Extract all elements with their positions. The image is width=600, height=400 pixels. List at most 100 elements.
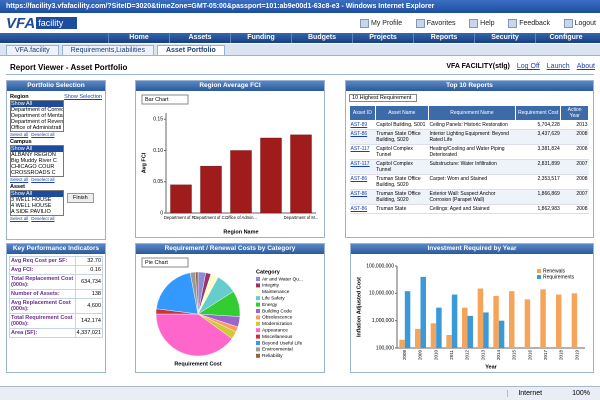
list-item[interactable]: Big Muddy River C xyxy=(11,158,57,164)
header-link[interactable]: My Profile xyxy=(360,18,403,28)
x-axis-title: Requirement Cost xyxy=(174,361,222,367)
nav-item[interactable]: Assets xyxy=(169,33,230,43)
report-cell: AST-86 xyxy=(349,204,376,214)
legend-label: Energy xyxy=(262,302,278,308)
report-row: AST-86 Truman State Office Building, S020… xyxy=(349,189,589,205)
y-tick-label: 0.05 xyxy=(153,179,163,185)
tab[interactable]: Requirements,Liabilities xyxy=(61,45,154,55)
list-item[interactable]: Show All xyxy=(11,146,63,152)
x-tick-label: Department of C... xyxy=(194,215,228,220)
report-cell: AST-86 xyxy=(349,129,376,145)
report-link[interactable]: Log Off xyxy=(516,63,540,70)
legend-swatch xyxy=(256,353,260,358)
list-box: Show All 3 WELL HOUSE 4 WELL HOUSE A SIDE P… xyxy=(10,190,64,216)
kpi-row: Avg Replacement Cost (000s): 4,600 xyxy=(9,298,104,314)
finish-button[interactable]: Finish xyxy=(67,193,94,203)
list-item[interactable]: A SIDE PAVILIO xyxy=(11,209,51,215)
nav-item[interactable]: Configure xyxy=(535,33,596,43)
report-cell: Interior Lighting Equipment: Beyond Rate… xyxy=(428,129,516,145)
link-text[interactable]: My Profile xyxy=(371,19,403,27)
tab[interactable]: Asset Portfolio xyxy=(156,45,225,55)
pie-slice xyxy=(195,271,199,315)
y-tick-label: 1,000,000 xyxy=(372,318,394,324)
select-links: Select all Deselect all xyxy=(10,132,102,137)
bar xyxy=(170,184,192,214)
select-all[interactable]: Select all xyxy=(10,216,29,221)
link-text[interactable]: Feedback xyxy=(519,19,550,27)
select-all[interactable]: Select all xyxy=(10,177,29,182)
top10-dropdown[interactable]: 10 Highest Requirement xyxy=(349,94,417,102)
legend-label: Life Safety xyxy=(262,295,285,301)
deselect-all[interactable]: Deselect all xyxy=(31,216,55,221)
bar xyxy=(446,334,452,348)
list-item[interactable]: CHICAGO COUR xyxy=(11,164,55,170)
status-zone: Internet xyxy=(507,390,542,397)
report-link[interactable]: Launch xyxy=(546,63,570,70)
asset-link[interactable]: AST-86 xyxy=(350,131,368,137)
legend-swatch xyxy=(256,341,260,345)
nav-item[interactable]: Home xyxy=(108,33,169,43)
link-text[interactable]: Logout xyxy=(574,19,596,27)
header-link[interactable]: Feedback xyxy=(508,18,550,28)
list-item[interactable]: Show All xyxy=(11,191,63,197)
list-row: Show All ALBANY REGION Big Muddy River C CH… xyxy=(10,145,102,177)
list-item[interactable]: Show All xyxy=(11,101,63,107)
tab[interactable]: VFA.facility xyxy=(6,45,59,55)
kpi-row: Total Replacement Cost (000s): 634,734 xyxy=(9,274,104,290)
report-cell: Capitol Complex Tunnel xyxy=(375,144,429,160)
portfolio-panel: Portfolio Selection Region Show Selection S… xyxy=(6,80,106,240)
kpi-label: Number of Assets: xyxy=(9,289,76,299)
status-zoom[interactable]: 100% xyxy=(572,390,590,397)
list-item[interactable]: Office of Administrati xyxy=(11,125,62,131)
asset-link[interactable]: AST-117 xyxy=(350,146,370,152)
asset-link[interactable]: AST-86 xyxy=(350,191,368,197)
report-cell: AST-117 xyxy=(349,144,376,160)
header-link[interactable]: Help xyxy=(469,18,495,28)
header-link[interactable]: Logout xyxy=(563,18,596,28)
list-item[interactable]: CROSSROADS C xyxy=(11,170,56,176)
link-text[interactable]: Help xyxy=(480,19,495,27)
list-item[interactable]: 3 WELL HOUSE xyxy=(11,197,52,203)
link-icon xyxy=(415,18,425,28)
link-text[interactable]: Favorites xyxy=(426,19,456,27)
deselect-all[interactable]: Deselect all xyxy=(31,132,55,137)
legend-swatch xyxy=(537,275,541,279)
deselect-all[interactable]: Deselect all xyxy=(31,177,55,182)
list-box: Show All ALBANY REGION Big Muddy River C CH… xyxy=(10,145,64,177)
bar xyxy=(230,150,252,214)
x-tick-label: 2009 xyxy=(418,350,423,361)
nav-item[interactable]: Funding xyxy=(230,33,291,43)
asset-link[interactable]: AST-86 xyxy=(350,176,368,182)
asset-link[interactable]: AST-89 xyxy=(350,122,368,128)
select-links: Select all Deselect all xyxy=(10,216,102,221)
bar xyxy=(415,328,421,348)
bar xyxy=(436,307,442,348)
window-title: https://facility3.vfafacility.com/?SiteI… xyxy=(6,3,435,10)
report-cell: Heating/Cooling and Water Piping Deterio… xyxy=(428,144,516,160)
select-all[interactable]: Select all xyxy=(10,132,29,137)
list-item[interactable]: Department of Correct xyxy=(11,107,64,113)
pie-slice xyxy=(155,313,233,357)
bar xyxy=(290,134,312,214)
report-row: AST-89 Capitol Building, S001 Ceiling Pane… xyxy=(349,120,589,130)
nav-item[interactable]: Reports xyxy=(413,33,474,43)
report-row: AST-117 Capitol Complex Tunnel Heating/Coo… xyxy=(349,144,589,160)
asset-link[interactable]: AST-86 xyxy=(350,206,368,212)
chart: 100,000 1,000,000 10,000,000 100,000,000 Inf… xyxy=(356,263,585,370)
report-link[interactable]: About xyxy=(576,63,595,70)
list-item[interactable]: Department of Reven xyxy=(11,119,64,125)
y-tick-label: 10,000,000 xyxy=(369,291,394,297)
nav-item[interactable]: Budgets xyxy=(291,33,352,43)
list-item[interactable]: 4 WELL HOUSE xyxy=(11,203,52,209)
show-selection[interactable]: Show Selection xyxy=(64,94,102,100)
list-item[interactable]: Department of Mental xyxy=(11,113,64,119)
nav-item[interactable]: Security xyxy=(474,33,535,43)
report-cell: AST-117 xyxy=(349,159,376,175)
list-item[interactable]: ALBANY REGION xyxy=(11,152,56,158)
header-link[interactable]: Favorites xyxy=(415,18,456,28)
asset-link[interactable]: AST-117 xyxy=(350,161,370,167)
bar xyxy=(524,299,531,348)
nav-item[interactable]: Projects xyxy=(352,33,413,43)
x-tick-label: Department of R... xyxy=(164,215,198,220)
